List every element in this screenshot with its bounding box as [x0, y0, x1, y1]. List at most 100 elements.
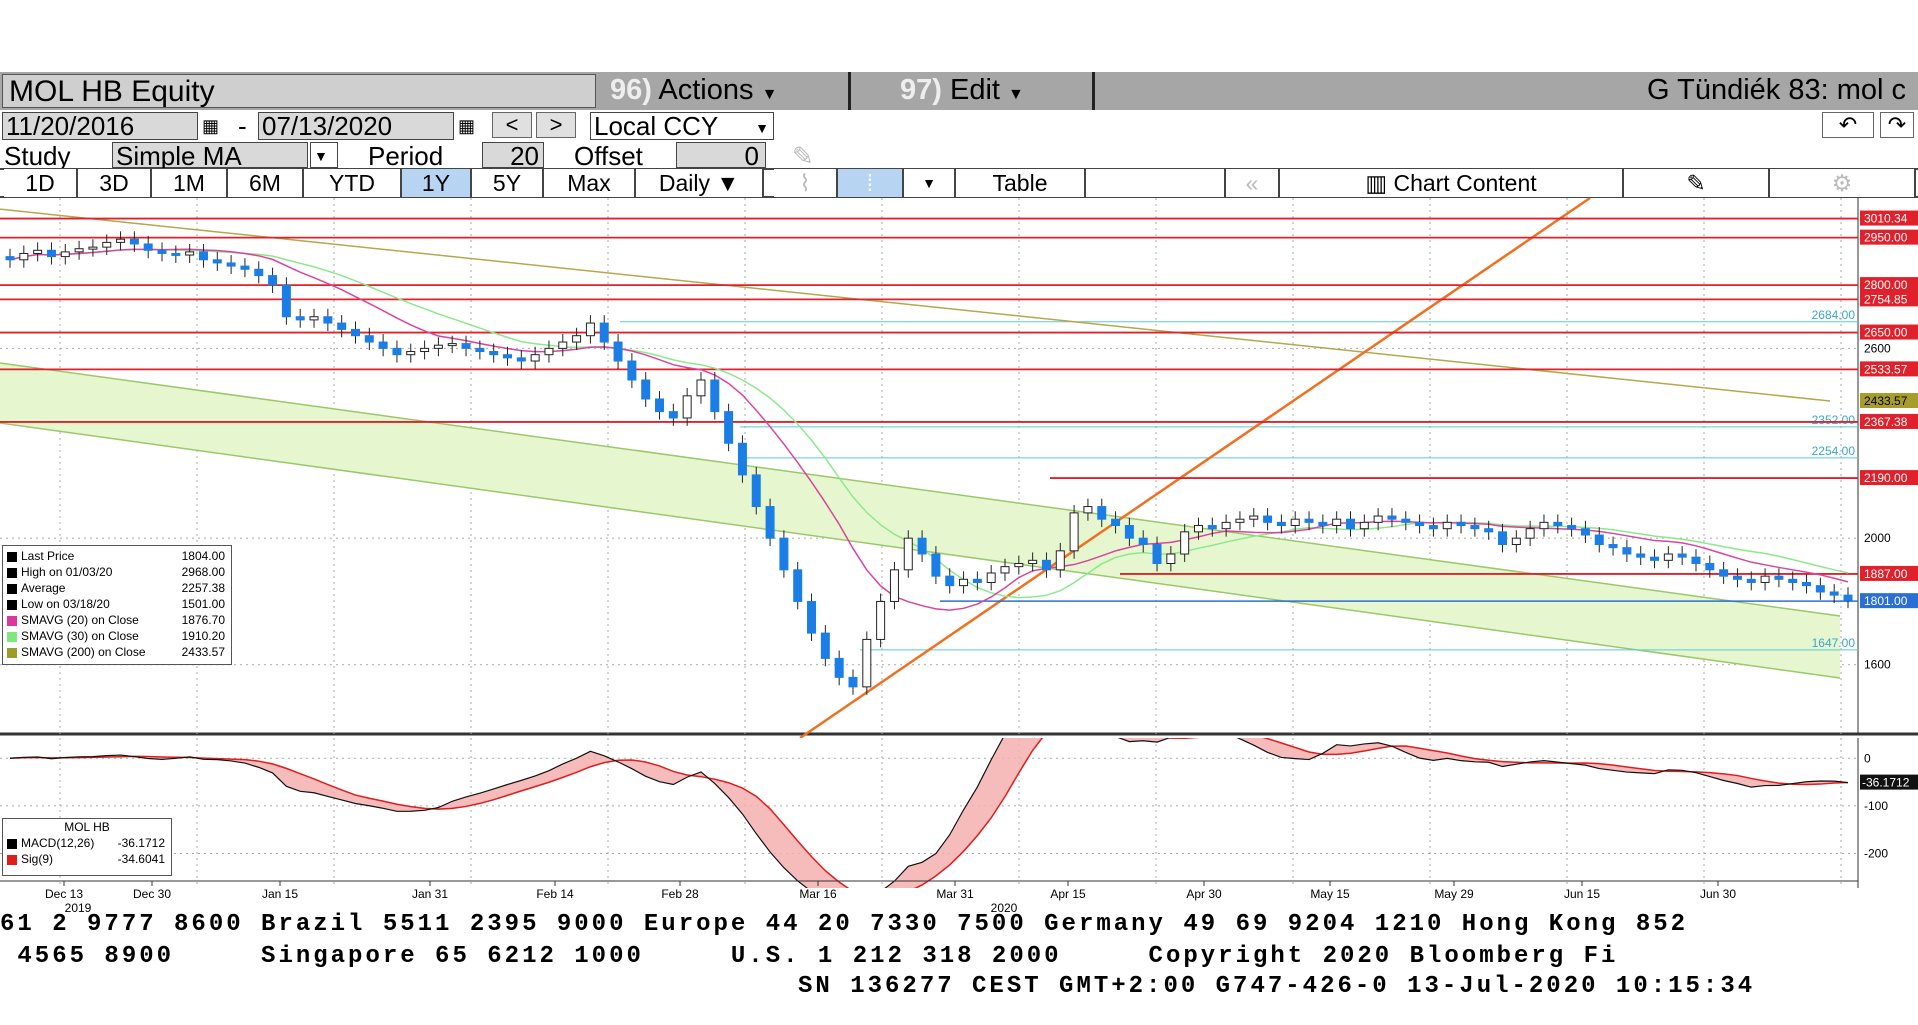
tab-5y[interactable]: 5Y [472, 169, 544, 197]
candle [1359, 521, 1369, 530]
candle [1539, 521, 1549, 530]
candle [1193, 525, 1203, 533]
tab-max[interactable]: Max [544, 169, 636, 197]
candle [889, 569, 899, 602]
candle [226, 262, 236, 267]
candle [212, 259, 222, 264]
candle [378, 341, 388, 349]
security-field[interactable]: MOL HB Equity [2, 74, 596, 108]
candle [1111, 518, 1121, 527]
legend-label: SMAVG (20) on Close [21, 613, 139, 627]
candle [1055, 550, 1065, 571]
tab-1m[interactable]: 1M [152, 169, 228, 197]
candle [1608, 544, 1618, 549]
collapse-icon[interactable]: « [1226, 169, 1280, 197]
macd-fill [10, 738, 1848, 888]
sma200-tag [1860, 393, 1918, 409]
start-date-field[interactable]: 11/20/2016 [2, 112, 198, 140]
tab-3d[interactable]: 3D [78, 169, 152, 197]
candle [60, 251, 70, 258]
candle [1580, 528, 1590, 536]
redo-icon[interactable]: ↷ [1880, 112, 1914, 138]
period-label: Period [368, 141, 444, 171]
pencil-icon[interactable]: ✎ [792, 141, 814, 171]
x-axis-label: May 29 [1434, 887, 1474, 901]
candle [5, 256, 15, 261]
candle [903, 537, 913, 571]
frequency-select[interactable]: Daily ▼ [636, 169, 764, 197]
legend-value: 1876.70 [181, 613, 225, 627]
price-axis-tick: 2000 [1864, 531, 1891, 545]
actions-number: 96) [610, 74, 652, 106]
chevron-down-icon[interactable]: ▼ [904, 169, 956, 197]
candle [143, 243, 153, 251]
candle [1152, 544, 1162, 564]
legend-label: SMAVG (200) on Close [21, 645, 146, 659]
candle [1138, 537, 1148, 546]
candle [1373, 515, 1383, 523]
candle [337, 322, 347, 330]
candle [710, 379, 720, 413]
offset-label: Offset [574, 141, 643, 171]
end-date-field[interactable]: 07/13/2020 [258, 112, 454, 140]
candle [1594, 534, 1604, 546]
legend-value: 2257.38 [181, 581, 225, 595]
candle [281, 284, 291, 318]
candle-chart-icon[interactable]: ⁞ [838, 169, 904, 197]
line-chart-icon[interactable]: ⌇ [774, 169, 838, 197]
offset-field[interactable]: 0 [676, 142, 766, 169]
legend-value: 2433.57 [181, 645, 225, 659]
candle [19, 252, 29, 261]
footer-line-3: SN 136277 CEST GMT+2:00 G747-426-0 13-Ju… [798, 973, 1756, 1000]
undo-icon[interactable]: ↶ [1822, 112, 1874, 138]
candle [1180, 531, 1190, 555]
candle [1470, 525, 1480, 530]
candle [46, 249, 56, 258]
gear-icon[interactable]: ⚙ [1770, 169, 1916, 197]
candle [1498, 531, 1508, 546]
actions-menu[interactable]: 96) Actions ▼ [610, 74, 830, 108]
legend-row: SMAVG (30) on Close 1910.20 [3, 628, 231, 644]
table-button[interactable]: Table [956, 169, 1086, 197]
tab-ytd[interactable]: YTD [304, 169, 402, 197]
candle [1829, 591, 1839, 596]
calendar-icon[interactable]: ▦ [458, 116, 476, 136]
trend-line [799, 198, 1591, 738]
cyan-level-label: 1647.00 [1812, 636, 1856, 650]
edit-menu[interactable]: 97) Edit ▼ [900, 74, 1080, 108]
blue-level-value: 1801.00 [1864, 594, 1908, 608]
candle [1401, 518, 1411, 523]
candle [959, 578, 969, 587]
candle [1124, 525, 1134, 539]
red-level-value: 2533.57 [1864, 362, 1908, 376]
x-axis-label: Jan 15 [262, 887, 298, 901]
legend-row: SMAVG (200) on Close 2433.57 [3, 644, 231, 660]
red-level-value: 2650.00 [1864, 326, 1908, 340]
x-axis-label: Mar 31 [936, 887, 974, 901]
candle [1732, 575, 1742, 580]
study-select[interactable]: Simple MA [112, 142, 308, 169]
legend-label: Average [21, 581, 66, 595]
candle [1815, 585, 1825, 593]
chevron-down-icon[interactable]: ▼ [310, 142, 338, 168]
calendar-icon[interactable]: ▦ [202, 116, 220, 136]
annotate-icon[interactable]: ✎ [1624, 169, 1770, 197]
candle [1166, 553, 1176, 564]
currency-select[interactable]: Local CCY ▼ [590, 112, 774, 140]
period-field[interactable]: 20 [482, 142, 544, 169]
candle [309, 316, 319, 321]
prev-period-button[interactable]: < [492, 112, 532, 138]
chart-content-button[interactable]: ▥ Chart Content [1280, 169, 1624, 197]
x-axis-label: Mar 16 [799, 887, 837, 901]
legend-value: 2968.00 [181, 565, 225, 579]
tab-1y[interactable]: 1Y [402, 169, 472, 197]
macd-chart[interactable]: 0 -100 -200 -36.1712 [0, 738, 1918, 888]
legend-value: -36.1712 [117, 836, 165, 850]
tab-6m[interactable]: 6M [228, 169, 304, 197]
price-chart[interactable]: 2684.00 2352.00 2254.00 1647.00 2600 2000 1600… [0, 198, 1918, 738]
candle [972, 578, 982, 583]
next-period-button[interactable]: > [536, 112, 576, 138]
candle [627, 360, 637, 381]
candle [475, 347, 485, 353]
tab-1d[interactable]: 1D [4, 169, 78, 197]
